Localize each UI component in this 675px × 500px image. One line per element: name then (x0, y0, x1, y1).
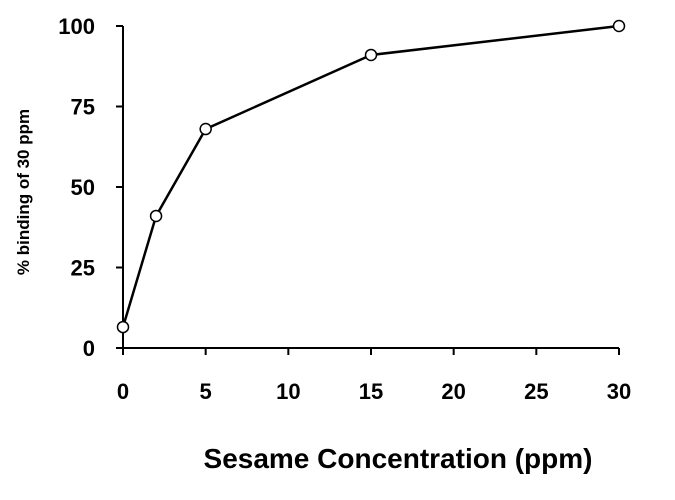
x-tick-label: 5 (200, 379, 212, 404)
x-axis-title: Sesame Concentration (ppm) (204, 443, 593, 474)
y-tick-label: 25 (71, 256, 95, 281)
ticks: 0 25 50 75 100 0 5 10 15 20 25 30 (58, 14, 631, 404)
data-point (199, 122, 212, 136)
y-tick-label: 50 (71, 175, 95, 200)
axes (122, 26, 619, 349)
x-tick-label: 25 (524, 379, 548, 404)
x-tick-label: 15 (359, 379, 383, 404)
data-point (149, 209, 163, 223)
series (116, 19, 626, 334)
series-line (121, 24, 620, 328)
y-tick-label: 100 (58, 14, 95, 39)
y-tick-label: 0 (83, 336, 95, 361)
data-point (364, 48, 378, 62)
x-tick-label: 0 (117, 379, 129, 404)
data-point (116, 320, 130, 334)
data-point (612, 19, 626, 33)
y-axis-title: % binding of 30 ppm (14, 109, 33, 275)
x-tick-label: 30 (607, 379, 631, 404)
x-tick-label: 20 (441, 379, 465, 404)
x-tick-label: 10 (276, 379, 300, 404)
y-tick-label: 75 (71, 95, 95, 120)
